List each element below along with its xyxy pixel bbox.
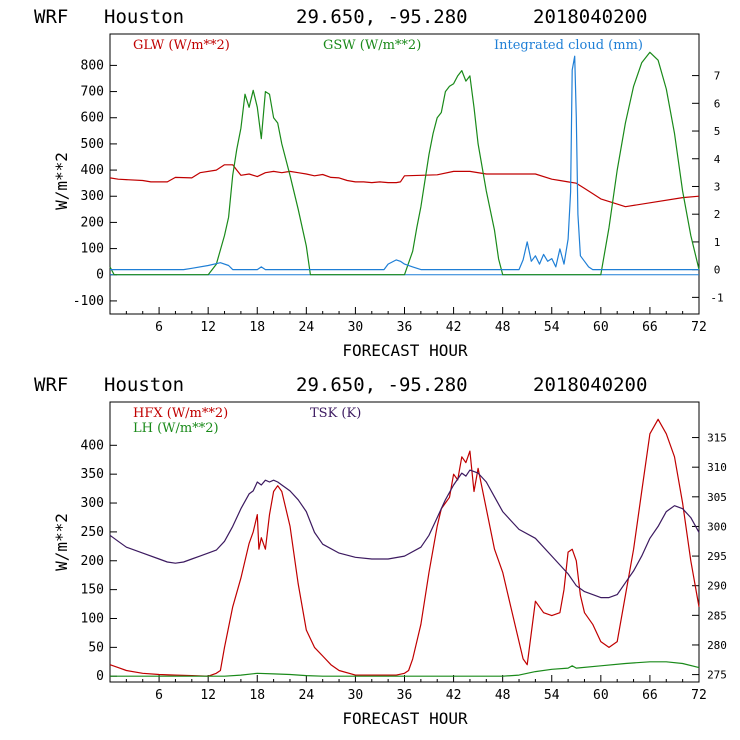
x-tick-label: 42 <box>446 320 462 335</box>
y2-tick-label: 305 <box>707 491 727 504</box>
series-line-tsk <box>109 469 700 599</box>
x-tick-label: 24 <box>299 320 315 335</box>
x-tick-label: 36 <box>397 320 413 335</box>
top-y-axis-label: W/m**2 <box>52 152 71 210</box>
bottom-title-coords: 29.650, -95.280 <box>296 374 468 396</box>
x-tick-label: 72 <box>691 320 707 335</box>
series-line-lh <box>110 661 700 677</box>
y-tick-label: 0 <box>96 268 104 283</box>
top-series <box>109 51 700 276</box>
top-x-axis-label: FORECAST HOUR <box>342 341 468 360</box>
top-legend-gsw: GSW (W/m**2) <box>323 38 421 53</box>
series-line-hfx <box>109 418 700 677</box>
top-y2-ticks: -1 0 1 2 3 4 5 6 7 <box>692 70 724 304</box>
y2-tick-label: 4 <box>714 153 721 166</box>
bottom-title-site: Houston <box>104 374 184 396</box>
y2-tick-label: 280 <box>707 639 727 652</box>
x-tick-label: 54 <box>544 320 560 335</box>
y-tick-label: 350 <box>81 467 104 482</box>
x-tick-label: 42 <box>446 688 462 703</box>
series-line-gsw <box>109 51 700 276</box>
y2-tick-label: 315 <box>707 432 727 445</box>
bottom-x-ticks: 6 12 18 24 30 36 42 48 54 60 66 72 <box>125 675 707 703</box>
top-legend-glw: GLW (W/m**2) <box>133 38 230 53</box>
y-tick-label: 100 <box>81 242 104 257</box>
y2-tick-label: 6 <box>714 97 721 110</box>
y-tick-label: 0 <box>96 669 104 684</box>
y2-tick-label: 2 <box>714 208 721 221</box>
bottom-legend-hfx: HFX (W/m**2) <box>133 406 228 421</box>
y-tick-label: 800 <box>81 58 104 73</box>
x-tick-label: 60 <box>593 688 609 703</box>
y-tick-label: 50 <box>88 640 104 655</box>
y2-tick-label: 5 <box>714 125 721 138</box>
y-tick-label: 150 <box>81 583 104 598</box>
y2-tick-label: 0 <box>714 264 721 277</box>
x-tick-label: 18 <box>249 320 265 335</box>
x-tick-label: 36 <box>397 688 413 703</box>
top-x-ticks: 6 12 18 24 30 36 42 48 54 60 66 72 <box>125 307 707 335</box>
top-title-site: Houston <box>104 6 184 28</box>
x-tick-label: 72 <box>691 688 707 703</box>
y2-tick-label: 285 <box>707 609 727 622</box>
x-tick-label: 18 <box>249 688 265 703</box>
y2-tick-label: 3 <box>714 180 721 193</box>
bottom-legend-lh: LH (W/m**2) <box>133 421 219 436</box>
y-tick-label: 500 <box>81 137 104 152</box>
y2-tick-label: 275 <box>707 669 727 682</box>
y-tick-label: 600 <box>81 111 104 126</box>
x-tick-label: 30 <box>348 688 364 703</box>
y-tick-label: -100 <box>73 294 104 309</box>
series-line-glw <box>109 164 700 208</box>
x-tick-label: 48 <box>495 688 511 703</box>
y2-tick-label: 300 <box>707 520 727 533</box>
y2-tick-label: -1 <box>710 291 723 304</box>
y-tick-label: 200 <box>81 554 104 569</box>
y-tick-label: 300 <box>81 496 104 511</box>
x-tick-label: 6 <box>155 320 163 335</box>
y-tick-label: 700 <box>81 85 104 100</box>
top-y-ticks: -100 0 100 200 300 400 500 600 700 800 <box>73 58 117 309</box>
y-tick-label: 200 <box>81 215 104 230</box>
y2-tick-label: 1 <box>714 236 721 249</box>
y-tick-label: 400 <box>81 163 104 178</box>
bottom-title-model: WRF <box>34 374 68 396</box>
x-tick-label: 24 <box>299 688 315 703</box>
bottom-panel: WRF Houston 29.650, -95.280 2018040200 H… <box>34 374 727 728</box>
y2-tick-label: 295 <box>707 550 727 563</box>
series-line-integrated <box>110 55 699 271</box>
x-tick-label: 60 <box>593 320 609 335</box>
top-panel: WRF Houston 29.650, -95.280 2018040200 G… <box>34 6 724 360</box>
y-tick-label: 100 <box>81 611 104 626</box>
bottom-series <box>109 418 700 677</box>
y2-tick-label: 7 <box>714 70 721 83</box>
y2-tick-label: 290 <box>707 580 727 593</box>
top-title-model: WRF <box>34 6 68 28</box>
x-tick-label: 30 <box>348 320 364 335</box>
top-title-init: 2018040200 <box>533 6 647 28</box>
x-tick-label: 54 <box>544 688 560 703</box>
y2-tick-label: 310 <box>707 461 727 474</box>
bottom-y2-ticks: 275 280 285 290 295 300 305 310 315 <box>692 432 727 682</box>
x-tick-label: 12 <box>200 688 216 703</box>
top-legend-cloud: Integrated cloud (mm) <box>494 38 643 53</box>
bottom-legend-tsk: TSK (K) <box>310 406 361 421</box>
y-tick-label: 300 <box>81 189 104 204</box>
y-tick-label: 250 <box>81 525 104 540</box>
bottom-y-ticks: 0 50 100 150 200 250 300 350 400 <box>81 438 117 684</box>
x-tick-label: 12 <box>200 320 216 335</box>
x-tick-label: 66 <box>642 688 658 703</box>
bottom-plot-frame <box>109 401 700 683</box>
y-tick-label: 400 <box>81 438 104 453</box>
x-tick-label: 66 <box>642 320 658 335</box>
bottom-y-axis-label: W/m**2 <box>52 513 71 571</box>
bottom-x-axis-label: FORECAST HOUR <box>342 709 468 728</box>
bottom-title-init: 2018040200 <box>533 374 647 396</box>
x-tick-label: 6 <box>155 688 163 703</box>
top-title-coords: 29.650, -95.280 <box>296 6 468 28</box>
x-tick-label: 48 <box>495 320 511 335</box>
